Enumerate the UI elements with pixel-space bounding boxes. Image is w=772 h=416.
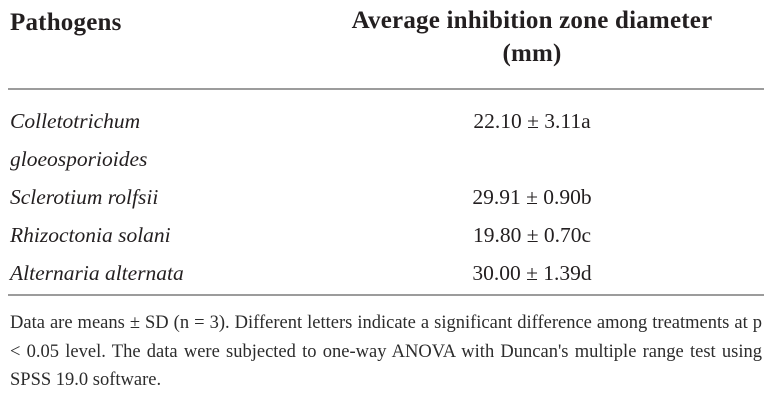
table-row: Sclerotium rolfsii 29.91 ± 0.90b: [10, 178, 762, 216]
table-body: Colletotrichum gloeosporioides 22.10 ± 3…: [0, 90, 772, 294]
column-header-pathogens: Pathogens: [10, 9, 122, 36]
table-footnote: Data are means ± SD (n = 3). Different l…: [10, 313, 762, 390]
header-divider-rule: [8, 88, 764, 90]
inhibition-zone-value: 29.91 ± 0.90b: [472, 185, 592, 209]
pathogen-name: Sclerotium rolfsii: [10, 185, 159, 209]
column-header-inhibition-zone-line1: Average inhibition zone diameter: [351, 7, 713, 34]
inhibition-zone-value: 19.80 ± 0.70c: [472, 223, 592, 247]
pathogen-name: Rhizoctonia solani: [10, 223, 171, 247]
table-row: Colletotrichum gloeosporioides 22.10 ± 3…: [10, 102, 762, 178]
column-header-inhibition-zone-line2: (mm): [502, 40, 562, 67]
inhibition-zone-value: 30.00 ± 1.39d: [472, 261, 592, 285]
footnote-divider-rule: [8, 294, 764, 296]
table-row: Rhizoctonia solani 19.80 ± 0.70c: [10, 216, 762, 254]
pathogen-name: Alternaria alternata: [10, 261, 184, 285]
table-header-row: Pathogens Average inhibition zone diamet…: [0, 0, 772, 88]
pathogen-name: Colletotrichum gloeosporioides: [10, 109, 148, 171]
table-row: Alternaria alternata 30.00 ± 1.39d: [10, 254, 762, 292]
column-header-inhibition-zone: Average inhibition zone diameter (mm): [302, 4, 762, 70]
inhibition-zone-value: 22.10 ± 3.11a: [473, 109, 591, 133]
